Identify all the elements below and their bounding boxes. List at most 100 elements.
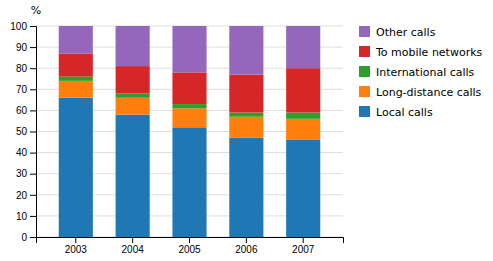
y-tick: 100 xyxy=(10,21,36,32)
x-tick-mark xyxy=(132,237,133,243)
chart-container: 2003 2004 2005 2006 2007 0 10 20 30 40 50 60 70 80 90 1… xyxy=(0,0,493,261)
bar xyxy=(172,26,206,72)
x-tick: 2004 xyxy=(122,237,145,255)
bar xyxy=(59,77,93,81)
y-axis-line xyxy=(30,27,37,238)
y-tick-mark xyxy=(30,174,36,175)
x-tick-label: 2007 xyxy=(292,244,315,255)
legend-swatch xyxy=(359,66,370,77)
bar xyxy=(286,119,320,140)
y-tick: 20 xyxy=(16,190,36,201)
y-tick-label: 50 xyxy=(16,126,28,137)
y-tick: 70 xyxy=(16,84,36,95)
y-tick: 30 xyxy=(16,168,36,179)
bar xyxy=(59,98,93,237)
bar xyxy=(116,94,150,98)
y-tick-mark xyxy=(30,68,36,69)
y-tick: 90 xyxy=(16,42,36,53)
plot: 2003 2004 2005 2006 2007 0 10 20 30 40 50 60 70 80 90 1… xyxy=(10,21,343,255)
y-tick-label: 10 xyxy=(16,211,28,222)
x-tick: 2005 xyxy=(178,237,201,255)
bar xyxy=(59,53,93,76)
y-tick-label: 90 xyxy=(16,42,28,53)
y-tick-label: 20 xyxy=(16,190,28,201)
bar xyxy=(229,117,263,138)
y-tick-label: 80 xyxy=(16,63,28,74)
legend-label: Other calls xyxy=(376,26,436,39)
chart: 2003 2004 2005 2006 2007 0 10 20 30 40 50 60 70 80 90 1… xyxy=(0,0,493,261)
legend-item: International calls xyxy=(359,66,475,79)
bar xyxy=(59,81,93,98)
legend-label: Long-distance calls xyxy=(376,86,482,99)
y-tick-label: 70 xyxy=(16,84,28,95)
bar xyxy=(286,26,320,68)
y-tick-mark xyxy=(30,89,36,90)
bars xyxy=(59,26,321,237)
y-tick: 60 xyxy=(16,105,36,116)
legend-item: Local calls xyxy=(359,106,433,119)
bar xyxy=(116,98,150,115)
x-tick-label: 2003 xyxy=(65,244,88,255)
bar xyxy=(116,115,150,237)
y-tick: 50 xyxy=(16,126,36,137)
legend-swatch xyxy=(359,106,370,117)
legend-label: Local calls xyxy=(376,106,433,119)
x-tick: 2007 xyxy=(292,237,315,255)
grid xyxy=(36,26,343,237)
y-tick-label: 40 xyxy=(16,147,28,158)
legend-swatch xyxy=(359,46,370,57)
x-tick-mark xyxy=(246,237,247,243)
bar xyxy=(286,113,320,119)
legend-swatch xyxy=(359,86,370,97)
y-tick-label: 0 xyxy=(21,232,27,243)
y-tick: 40 xyxy=(16,147,36,158)
bar xyxy=(172,108,206,127)
x-axis-line xyxy=(37,238,344,244)
bar xyxy=(286,140,320,237)
y-tick: 80 xyxy=(16,63,36,74)
y-tick-label: 30 xyxy=(16,168,28,179)
x-tick-label: 2004 xyxy=(122,244,145,255)
y-tick-mark xyxy=(30,47,36,48)
bar xyxy=(286,68,320,112)
bar xyxy=(172,104,206,108)
y-tick-mark xyxy=(30,26,36,27)
bar xyxy=(229,113,263,117)
legend-item: Long-distance calls xyxy=(359,86,482,99)
bar xyxy=(172,72,206,104)
x-axis: 2003 2004 2005 2006 2007 xyxy=(37,237,344,255)
y-tick-mark xyxy=(30,237,36,238)
x-tick: 2006 xyxy=(235,237,258,255)
y-tick: 10 xyxy=(16,211,36,222)
x-tick-label: 2006 xyxy=(235,244,258,255)
x-tick-mark xyxy=(189,237,190,243)
y-tick-mark xyxy=(30,153,36,154)
bar-series xyxy=(59,26,321,75)
legend-swatch xyxy=(359,26,370,37)
x-tick-label: 2005 xyxy=(178,244,201,255)
y-tick-mark xyxy=(30,195,36,196)
x-tick-mark xyxy=(303,237,304,243)
bar-series xyxy=(59,98,321,237)
y-axis: 0 10 20 30 40 50 60 70 80 90 100 xyxy=(10,21,36,243)
y-tick-mark xyxy=(30,216,36,217)
bar xyxy=(229,75,263,113)
legend-item: To mobile networks xyxy=(359,46,483,59)
legend-label: International calls xyxy=(376,66,475,79)
bar xyxy=(59,26,93,53)
x-tick-mark xyxy=(75,237,76,243)
y-tick-label: 60 xyxy=(16,105,28,116)
x-tick: 2003 xyxy=(65,237,88,255)
bar xyxy=(172,127,206,237)
y-tick-label: 100 xyxy=(10,21,27,32)
bar xyxy=(116,66,150,93)
bar xyxy=(229,138,263,237)
legend-label: To mobile networks xyxy=(375,46,483,59)
bar xyxy=(229,26,263,75)
y-tick-mark xyxy=(30,110,36,111)
y-axis-title: % xyxy=(31,4,41,17)
legend-item: Other calls xyxy=(359,26,436,39)
y-tick: 0 xyxy=(21,232,36,243)
bar xyxy=(116,26,150,66)
y-tick-mark xyxy=(30,132,36,133)
